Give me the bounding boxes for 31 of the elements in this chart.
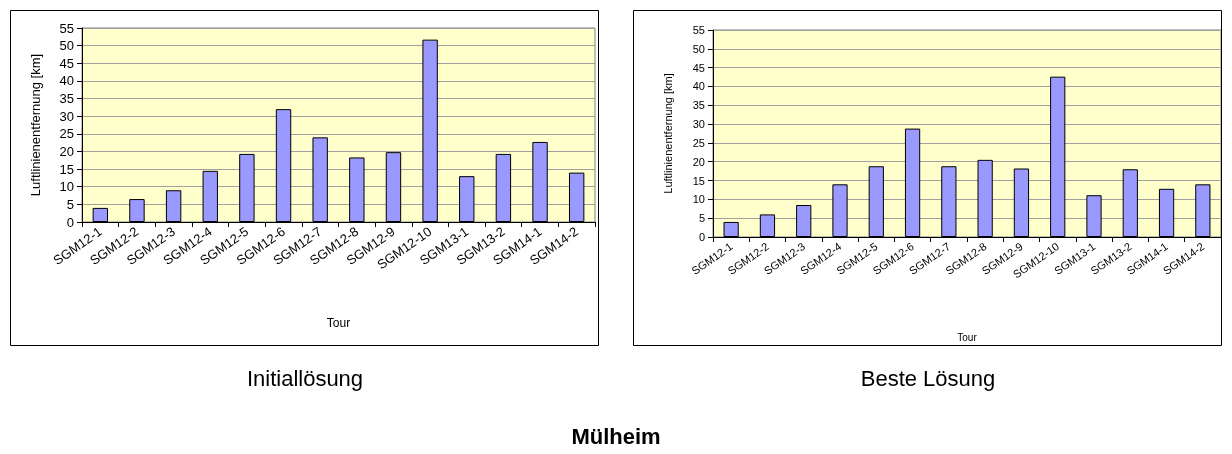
y-tick-label: 45	[692, 61, 705, 74]
y-tick-label: 10	[692, 193, 705, 206]
y-axis-title: Luftlinienentfernung [km]	[28, 53, 43, 197]
y-tick-label: 20	[692, 155, 705, 168]
text: Beste Lösung	[860, 365, 996, 391]
y-axis-title: Luftlinienentfernung [km]	[661, 73, 674, 194]
y-tick-label: 15	[59, 161, 74, 177]
y-tick-label: 5	[698, 212, 705, 225]
text: Mülheim	[570, 424, 662, 450]
y-tick-label: 5	[66, 196, 74, 212]
y-tick-label: 50	[692, 42, 705, 55]
y-tick-label: 40	[59, 73, 74, 89]
y-tick-label: 0	[66, 214, 74, 230]
text: Initiallösung	[246, 365, 364, 391]
y-tick-label: 55	[692, 24, 705, 36]
y-tick-label: 30	[59, 108, 74, 124]
y-tick-label: 0	[698, 231, 705, 243]
y-tick-label: 25	[692, 136, 705, 149]
x-axis-title: Tour	[326, 316, 351, 330]
x-axis-title: Tour	[957, 331, 978, 343]
y-tick-label: 10	[59, 179, 74, 195]
y-tick-label: 35	[59, 91, 74, 107]
y-tick-label: 15	[692, 174, 705, 187]
y-tick-label: 55	[59, 20, 74, 36]
y-tick-label: 50	[59, 38, 74, 54]
y-tick-label: 35	[692, 99, 705, 112]
y-tick-label: 25	[59, 126, 74, 142]
y-tick-label: 40	[692, 80, 705, 93]
y-tick-label: 20	[59, 143, 74, 159]
y-tick-label: 30	[692, 118, 705, 131]
y-tick-label: 45	[59, 55, 74, 71]
